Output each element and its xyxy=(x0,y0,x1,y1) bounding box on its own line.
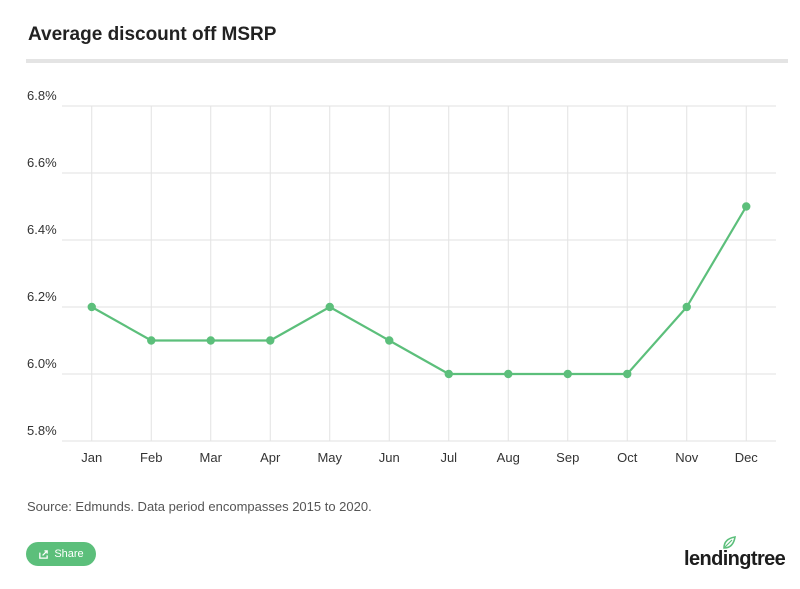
lendingtree-logo: lendingtree xyxy=(684,536,790,574)
source-note: Source: Edmunds. Data period encompasses… xyxy=(27,499,372,514)
leaf-icon xyxy=(723,536,736,549)
data-point[interactable] xyxy=(682,302,691,312)
data-point[interactable] xyxy=(325,302,334,312)
data-point[interactable] xyxy=(147,336,156,345)
share-icon xyxy=(39,549,49,559)
line-chart: 5.8% 6.0% 6.2% 6.4% 6.6% 6.8% Jan Feb Mar Apr May… xyxy=(27,88,776,465)
logo-text: lendingtree xyxy=(684,548,786,570)
x-tick-label: Apr xyxy=(260,450,281,465)
chart-title: Average discount off MSRP xyxy=(28,24,277,45)
x-tick-label: Aug xyxy=(497,450,520,465)
data-point[interactable] xyxy=(742,202,751,211)
y-tick-label: 6.8% xyxy=(27,88,57,103)
share-button[interactable]: Share xyxy=(26,542,96,566)
y-tick-label: 6.4% xyxy=(27,222,57,237)
data-point[interactable] xyxy=(444,369,453,379)
y-tick-label: 6.2% xyxy=(27,289,57,304)
x-tick-label: Jan xyxy=(81,450,102,465)
grid xyxy=(62,105,776,442)
share-label: Share xyxy=(54,548,84,560)
x-tick-label: Sep xyxy=(556,450,579,465)
y-tick-label: 6.0% xyxy=(27,356,57,371)
y-tick-label: 5.8% xyxy=(27,423,57,438)
x-tick-label: Nov xyxy=(675,450,699,465)
series-line xyxy=(91,205,748,376)
y-tick-label: 6.6% xyxy=(27,155,57,170)
title-divider xyxy=(26,59,788,63)
x-tick-label: Jul xyxy=(440,450,457,465)
x-tick-label: Dec xyxy=(735,450,759,465)
data-point[interactable] xyxy=(563,369,572,379)
x-tick-label: Feb xyxy=(140,450,162,465)
data-point[interactable] xyxy=(266,336,275,345)
series-points xyxy=(87,202,751,379)
data-point[interactable] xyxy=(623,369,632,379)
x-tick-label: Jun xyxy=(379,450,400,465)
x-axis-ticks: Jan Feb Mar Apr May Jun Jul Aug Sep Oct Nov Dec xyxy=(81,450,758,465)
data-point[interactable] xyxy=(206,336,215,345)
data-point[interactable] xyxy=(385,336,394,345)
series-line-path xyxy=(91,205,748,376)
x-tick-label: Oct xyxy=(617,450,638,465)
x-tick-label: Mar xyxy=(200,450,223,465)
data-point[interactable] xyxy=(87,302,96,312)
x-tick-label: May xyxy=(317,450,342,465)
data-point[interactable] xyxy=(504,369,513,379)
y-axis-ticks: 5.8% 6.0% 6.2% 6.4% 6.6% 6.8% xyxy=(27,88,57,438)
